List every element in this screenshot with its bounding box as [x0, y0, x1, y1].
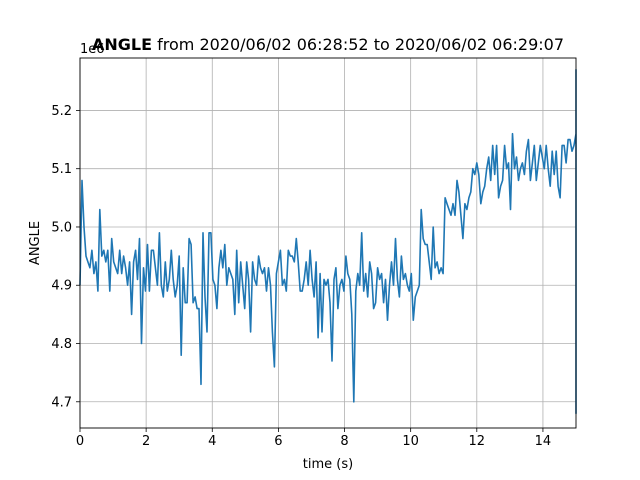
x-tick-label: 8 [340, 434, 348, 449]
x-tick-label: 6 [274, 434, 282, 449]
y-tick-label: 4.9 [51, 279, 72, 294]
chart-title: ANGLE from 2020/06/02 06:28:52 to 2020/0… [92, 35, 564, 54]
y-axis-label: ANGLE [28, 221, 43, 265]
x-axis-label: time (s) [303, 457, 353, 472]
chart-title-rest: from 2020/06/02 06:28:52 to 2020/06/02 0… [152, 35, 564, 54]
y-tick-label: 4.7 [51, 395, 72, 410]
y-offset-text: 1e6 [80, 42, 105, 57]
y-tick-label: 5.2 [51, 104, 72, 119]
axes-frame [79, 57, 577, 429]
x-tick-label: 0 [76, 434, 84, 449]
grid [79, 58, 576, 428]
chart-title-bold: ANGLE [92, 35, 152, 54]
y-tick-label: 5.1 [51, 162, 72, 177]
x-tick-label: 10 [402, 434, 419, 449]
x-tick-label: 4 [208, 434, 216, 449]
x-tick-label: 12 [469, 434, 486, 449]
x-tick-label: 2 [142, 434, 150, 449]
y-tick-label: 5.0 [51, 220, 72, 235]
ticks: 0 2 4 6 8 10 12 14 4.7 4.8 4.9 5.0 5.1 5.2 [51, 104, 551, 449]
y-tick-label: 4.8 [51, 337, 72, 352]
x-tick-label: 14 [535, 434, 552, 449]
